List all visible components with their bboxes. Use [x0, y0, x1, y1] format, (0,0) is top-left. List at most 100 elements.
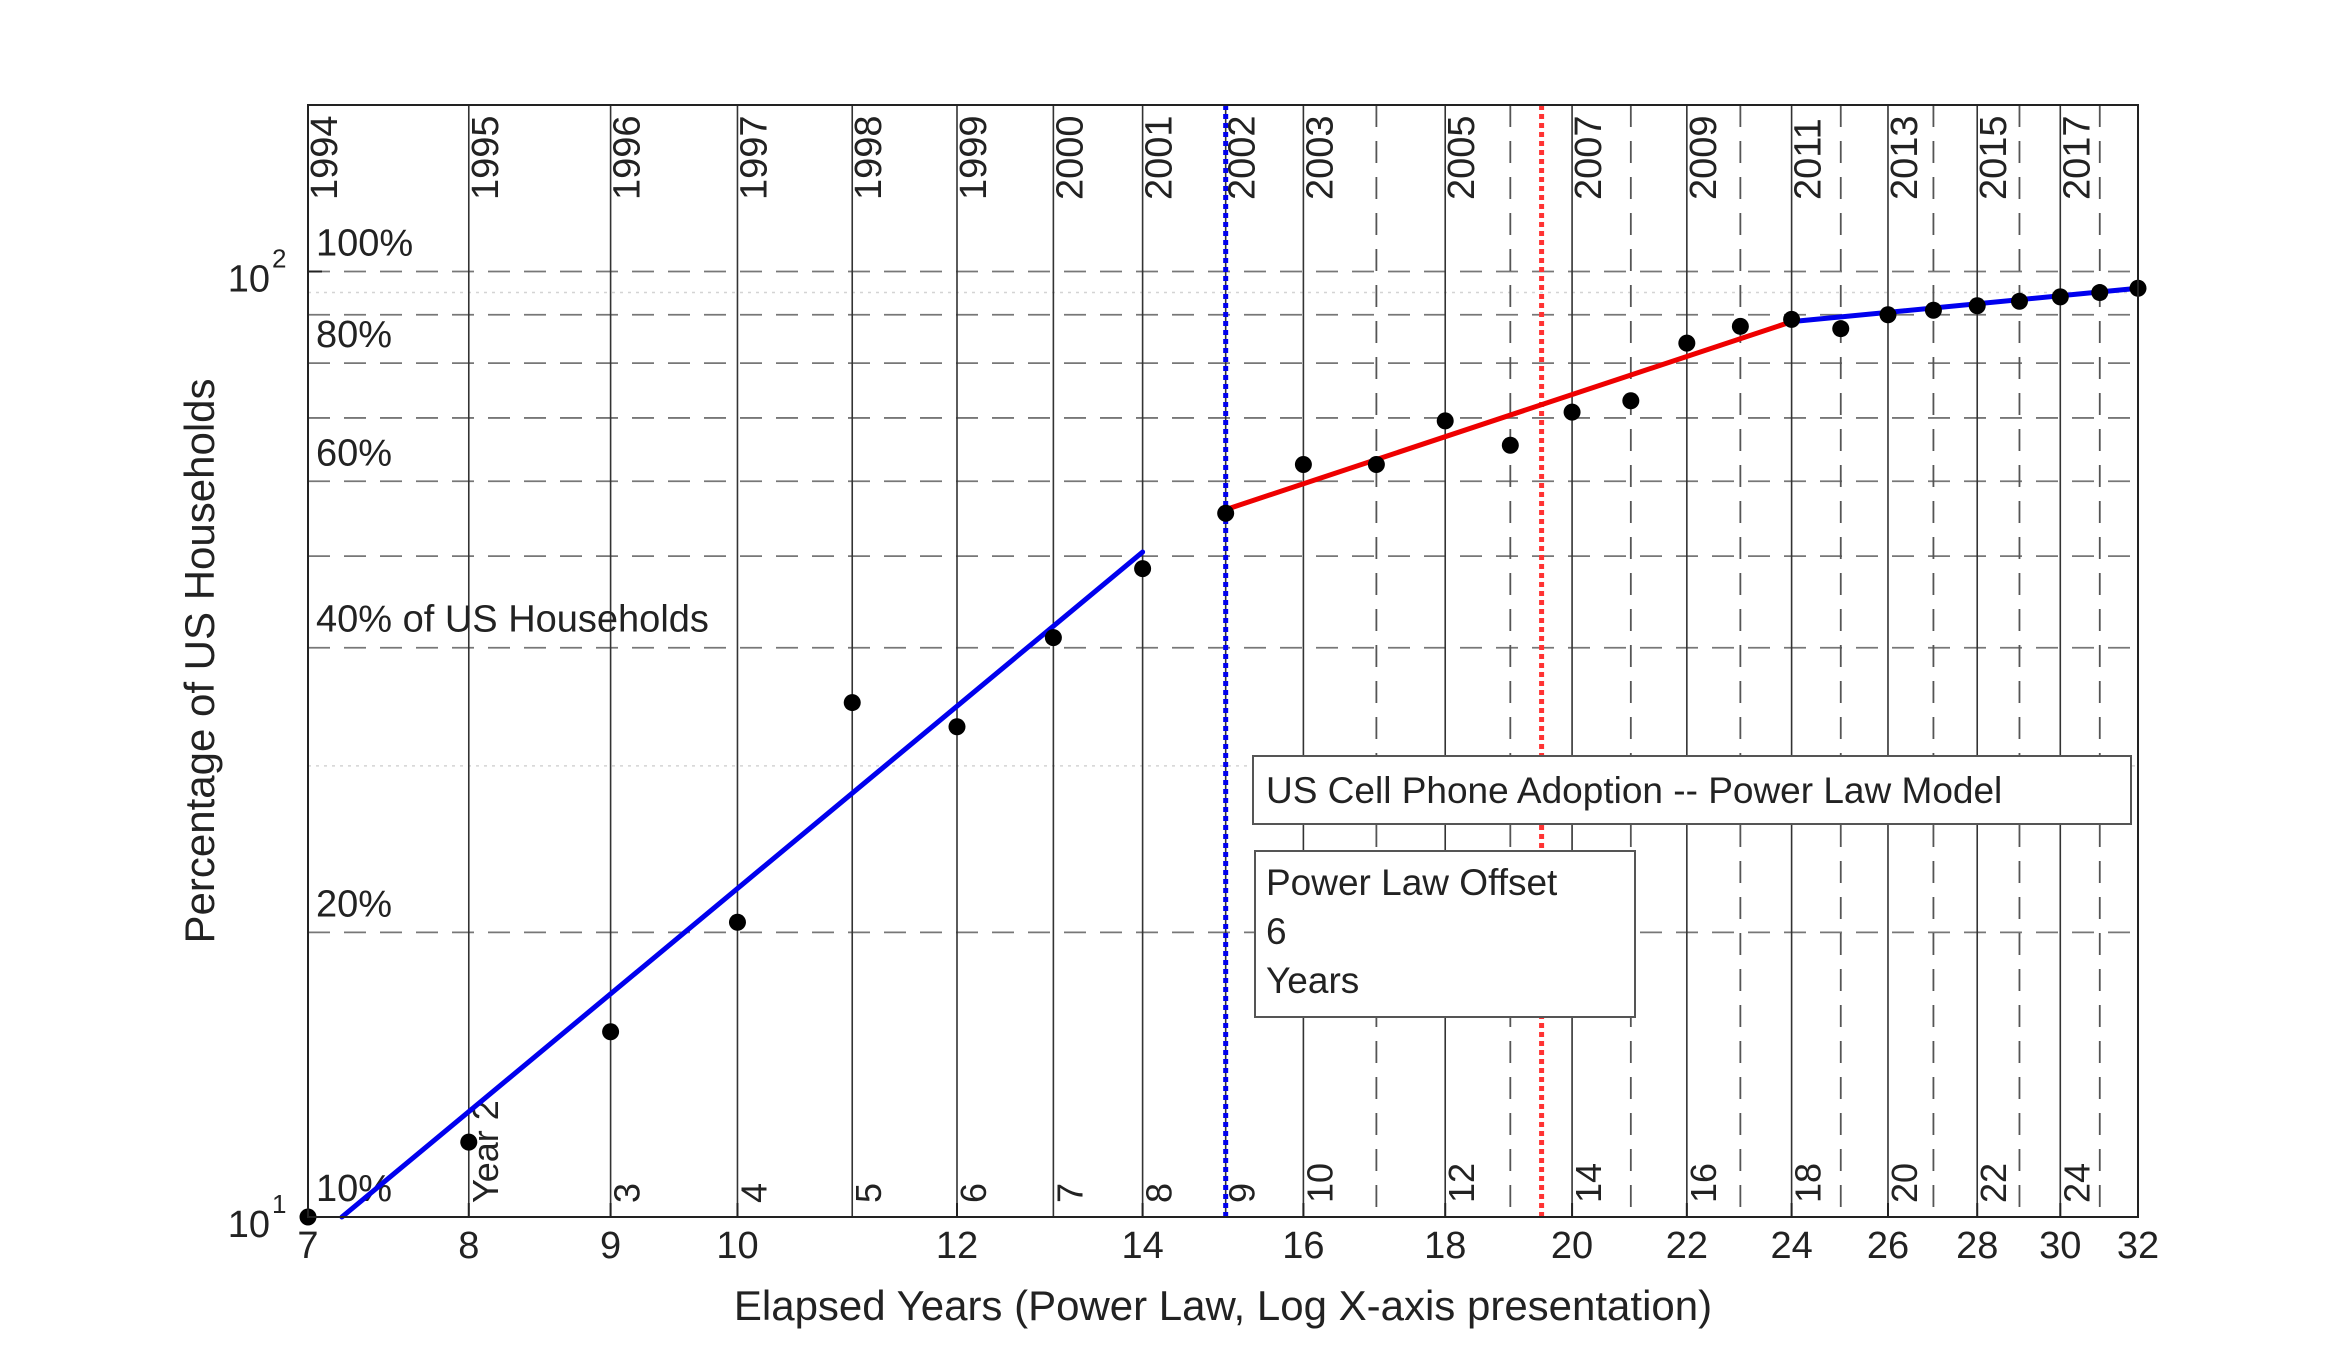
x-tick-label: 22 [1666, 1225, 1708, 1267]
data-point [1367, 455, 1385, 473]
elapsed-year-label: 4 [733, 1183, 774, 1203]
annotation-layer: US Cell Phone Adoption -- Power Law Mode… [1252, 755, 2132, 1018]
data-point [728, 913, 746, 931]
x-tick-label: 14 [1121, 1225, 1163, 1267]
year-label: 2013 [1884, 115, 1926, 200]
data-point [1294, 455, 1312, 473]
year-label: 2001 [1139, 115, 1181, 200]
data-point [1501, 436, 1519, 454]
offset-annotation-text: Power Law Offset [1266, 862, 1558, 903]
data-point [1622, 392, 1640, 410]
data-point [1924, 301, 1942, 319]
year-label: 2007 [1568, 115, 1610, 200]
year-label: 1997 [733, 115, 775, 200]
elapsed-year-label: 22 [1973, 1163, 2014, 1203]
series-layer [339, 285, 2141, 1220]
y-tick-label: 10 [228, 258, 270, 300]
percent-label: 60% [316, 432, 392, 474]
elapsed-year-label: 5 [848, 1183, 889, 1203]
y-tick-exponent: 2 [272, 243, 286, 273]
year-label: 1999 [953, 115, 995, 200]
x-tick-label: 32 [2117, 1225, 2159, 1267]
fit-line [339, 549, 1146, 1220]
elapsed-year-label: 18 [1788, 1163, 1829, 1203]
point-layer [299, 279, 2147, 1226]
y-tick-label: 10 [228, 1204, 270, 1246]
percent-label: 100% [316, 222, 413, 264]
elapsed-year-label: 16 [1683, 1163, 1724, 1203]
year-label: 1994 [304, 115, 346, 200]
elapsed-year-label: 3 [607, 1183, 648, 1203]
x-tick-label: 16 [1282, 1225, 1324, 1267]
data-point [2091, 284, 2109, 302]
x-tick-label: 20 [1551, 1225, 1593, 1267]
x-tick-label: 24 [1770, 1225, 1812, 1267]
data-point [460, 1133, 478, 1151]
x-tick-label: 30 [2039, 1225, 2081, 1267]
fit-line [1789, 285, 2141, 325]
fit-line [1223, 319, 1795, 513]
data-point [1783, 310, 1801, 328]
x-axis-label: Elapsed Years (Power Law, Log X-axis pre… [734, 1282, 1712, 1329]
data-point [1731, 317, 1749, 335]
year-label: 1998 [848, 115, 890, 200]
percent-label: 20% [316, 883, 392, 925]
data-point [602, 1023, 620, 1041]
data-point [1044, 629, 1062, 647]
y-axis-label: Percentage of US Households [176, 378, 223, 943]
year-label: 2017 [2056, 115, 2098, 200]
x-tick-label: 18 [1424, 1225, 1466, 1267]
elapsed-year-label: 9 [1222, 1183, 1263, 1203]
x-tick-label: 12 [936, 1225, 978, 1267]
year-label: 2000 [1049, 115, 1091, 200]
data-point [1832, 320, 1850, 338]
elapsed-year-label: 8 [1139, 1183, 1180, 1203]
year-label: 2003 [1299, 115, 1341, 200]
title-annotation-box [1252, 755, 2132, 825]
label-layer: 1994 1995 1996 1997 1998 1999 2000 2001 2002 2003… [304, 115, 2098, 1210]
data-point [1436, 412, 1454, 430]
elapsed-year-label: 14 [1568, 1163, 1609, 1203]
percent-label: 40% of US Households [316, 599, 709, 641]
data-point [2051, 288, 2069, 306]
elapsed-year-label: 24 [2056, 1163, 2097, 1203]
data-point [843, 694, 861, 712]
offset-annotation-text: 6 [1266, 911, 1287, 952]
data-point [1563, 403, 1581, 421]
x-tick-label: 10 [716, 1225, 758, 1267]
data-point [1134, 560, 1152, 578]
elapsed-year-label: 10 [1299, 1163, 1340, 1203]
data-point [948, 718, 966, 736]
x-tick-label: 26 [1867, 1225, 1909, 1267]
x-tick-label: 7 [297, 1225, 318, 1267]
year-label: 2009 [1683, 115, 1725, 200]
year-label: 1995 [465, 115, 507, 200]
data-point [1968, 297, 1986, 315]
year-label: 2011 [1788, 118, 1830, 200]
data-point [1879, 306, 1897, 324]
elapsed-year-label: 20 [1884, 1163, 1925, 1203]
year-label: 1996 [607, 115, 649, 200]
y-tick-exponent: 1 [272, 1189, 286, 1219]
title-annotation-text: US Cell Phone Adoption -- Power Law Mode… [1266, 770, 2002, 811]
x-tick-label: 28 [1956, 1225, 1998, 1267]
x-tick-label: 8 [458, 1225, 479, 1267]
plot-frame [307, 104, 2139, 1218]
year-label: 2015 [1973, 115, 2015, 200]
data-point [1217, 504, 1235, 522]
elapsed-year-label: Year 2 [465, 1100, 506, 1203]
percent-label: 80% [316, 314, 392, 356]
x-tick-label: 9 [600, 1225, 621, 1267]
year-label: 2002 [1222, 115, 1264, 200]
year-label: 2005 [1441, 115, 1483, 200]
offset-annotation-box [1254, 850, 1636, 1018]
elapsed-year-label: 6 [953, 1183, 994, 1203]
elapsed-year-label: 7 [1049, 1183, 1090, 1203]
offset-annotation-text: Years [1266, 960, 1359, 1001]
data-point [2010, 292, 2028, 310]
elapsed-year-label: 12 [1441, 1163, 1482, 1203]
data-point [1678, 334, 1696, 352]
